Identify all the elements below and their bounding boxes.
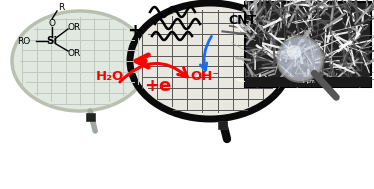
Text: CNT: CNT: [228, 15, 256, 28]
Text: O: O: [49, 19, 55, 28]
Text: Si: Si: [46, 36, 58, 46]
Text: OR: OR: [67, 22, 81, 32]
FancyArrowPatch shape: [136, 55, 148, 67]
Text: OR: OR: [67, 50, 81, 59]
Bar: [86, 113, 95, 121]
Text: RO: RO: [17, 36, 31, 46]
Text: H₂O: H₂O: [96, 70, 124, 84]
Text: OH⁻: OH⁻: [190, 70, 220, 84]
Bar: [245, 77, 371, 87]
Circle shape: [287, 45, 301, 59]
Ellipse shape: [130, 3, 290, 119]
Text: +: +: [128, 22, 142, 40]
FancyArrowPatch shape: [200, 36, 211, 70]
Text: R: R: [58, 4, 64, 12]
Ellipse shape: [12, 11, 148, 111]
Text: 1 μm: 1 μm: [302, 80, 314, 84]
Bar: [245, 2, 371, 87]
Bar: [218, 121, 227, 129]
FancyArrowPatch shape: [120, 63, 187, 82]
Text: +e: +e: [144, 77, 172, 95]
Circle shape: [278, 37, 322, 81]
